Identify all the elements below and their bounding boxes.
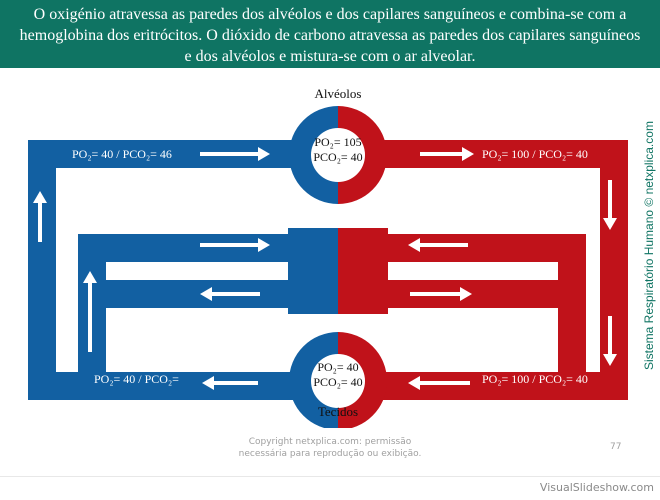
tecidos-po2-label: PO₂= 40 (317, 360, 358, 374)
watermark-text: VisualSlideshow.com (539, 481, 654, 494)
arrow-down-icon (603, 180, 617, 230)
arrow-down-icon (603, 316, 617, 366)
tecidos-pco2-label: PCO₂= 40 (313, 375, 362, 389)
page-number: 77 (610, 442, 622, 452)
top-right-pressure-label: PO₂= 100 / PCO₂= 40 (482, 147, 588, 161)
copyright-notice: Copyright netxplica.com: permissão neces… (180, 436, 480, 460)
arrow-left-icon (408, 376, 470, 390)
arrow-left-icon (200, 287, 260, 301)
arrow-right-icon (420, 147, 474, 161)
side-credit-text: Sistema Respiratório Humano © netxplica.… (642, 121, 656, 370)
top-left-pressure-label: PO₂= 40 / PCO₂= 46 (72, 147, 172, 161)
circulation-diagram: Alvéolos Tecidos PO₂= 105 PCO₂= 40 PO₂= … (28, 86, 628, 428)
slide-header: O oxigénio atravessa as paredes dos alvé… (0, 0, 660, 68)
arrow-up-icon (83, 271, 97, 352)
arrow-right-icon (200, 147, 270, 161)
arrow-right-icon (200, 238, 270, 252)
arrow-left-icon (202, 376, 258, 390)
copyright-line-1: Copyright netxplica.com: permissão (248, 437, 412, 447)
copyright-line-2: necessária para reprodução ou exibição. (238, 449, 422, 459)
alveolos-title: Alvéolos (315, 86, 362, 101)
alveolos-pco2-label: PCO₂= 40 (313, 150, 362, 164)
venous-loop (28, 140, 340, 400)
flow-arrows (33, 147, 617, 390)
arrow-right-icon (410, 287, 472, 301)
bottom-left-pressure-label: PO₂= 40 / PCO₂= (94, 372, 179, 386)
arrow-left-icon (408, 238, 468, 252)
tissues-circle (289, 332, 387, 428)
tecidos-title: Tecidos (318, 404, 358, 419)
arrow-up-icon (33, 191, 47, 242)
footer-bar: VisualSlideshow.com (0, 476, 660, 500)
alveoli-circle (289, 106, 387, 204)
header-line-2: hemoglobina dos eritrócitos. O dióxido d… (19, 27, 641, 44)
header-line-1: O oxigénio atravessa as paredes dos alvé… (33, 6, 627, 23)
bottom-right-pressure-label: PO₂= 100 / PCO₂= 40 (482, 372, 588, 386)
alveolos-po2-label: PO₂= 105 (314, 135, 361, 149)
arterial-loop (338, 140, 628, 400)
header-line-3: e dos alvéolos e mistura-se com o ar alv… (184, 48, 476, 65)
